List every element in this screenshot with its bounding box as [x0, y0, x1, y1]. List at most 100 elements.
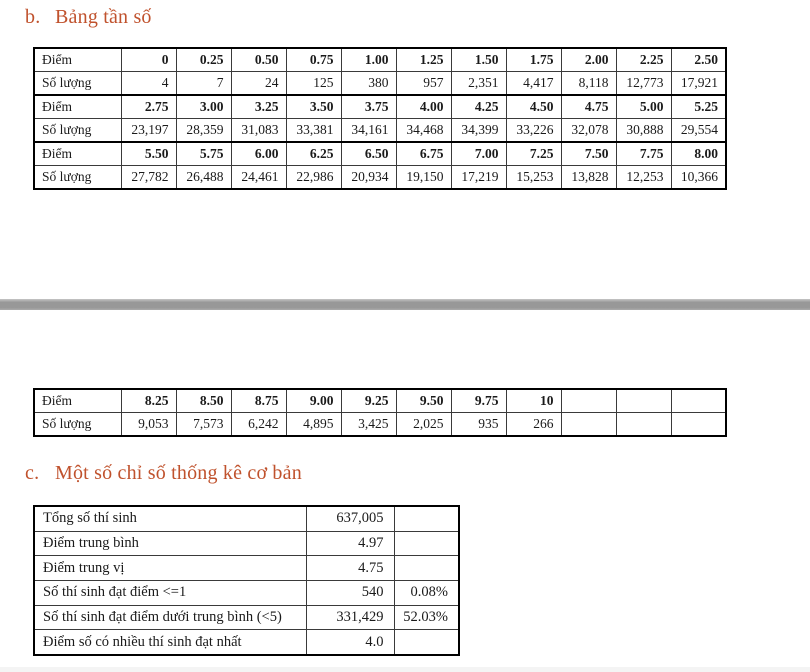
freq-cell: 2,025: [395, 412, 452, 437]
freq-cell: [670, 388, 727, 413]
freq-row-diem: Điểm 5.50 5.75 6.00 6.25 6.50 6.75 7.00 7.25 7.50…: [33, 141, 727, 166]
stats-percent: [393, 505, 460, 532]
stats-label: Số thí sinh đạt điểm <=1: [33, 580, 307, 606]
freq-cell: 9.50: [395, 388, 452, 413]
freq-cell: 4,417: [505, 71, 562, 96]
stats-row: Điểm trung bình 4.97: [33, 530, 460, 557]
freq-cell: 5.50: [120, 141, 177, 166]
freq-cell: 34,161: [340, 118, 397, 143]
freq-cell: 4.50: [505, 94, 562, 119]
freq-cell: 12,773: [615, 71, 672, 96]
freq-cell: 8.00: [670, 141, 727, 166]
stats-percent: [393, 530, 460, 557]
stats-label: Điểm số có nhiều thí sinh đạt nhất: [33, 629, 307, 656]
freq-cell: 2.00: [560, 47, 617, 72]
freq-cell: 7.25: [505, 141, 562, 166]
freq-cell: 10: [505, 388, 562, 413]
freq-cell: 935: [450, 412, 507, 437]
freq-cell: 9.75: [450, 388, 507, 413]
freq-cell: 22,986: [285, 165, 342, 190]
freq-cell: 29,554: [670, 118, 727, 143]
freq-cell: 2.75: [120, 94, 177, 119]
freq-cell: 266: [505, 412, 562, 437]
freq-row-label: Điểm: [33, 47, 122, 72]
freq-cell: 4.00: [395, 94, 452, 119]
freq-cell: 3.25: [230, 94, 287, 119]
heading-c-marker: c.: [25, 462, 40, 484]
freq-cell: 1.50: [450, 47, 507, 72]
freq-cell: 9.00: [285, 388, 342, 413]
freq-cell: 0.25: [175, 47, 232, 72]
freq-cell: 4.75: [560, 94, 617, 119]
freq-cell: 0.50: [230, 47, 287, 72]
freq-row-diem: Điểm 8.25 8.50 8.75 9.00 9.25 9.50 9.75 10: [33, 388, 727, 413]
stats-label: Điểm trung bình: [33, 530, 307, 557]
freq-cell: 34,399: [450, 118, 507, 143]
stats-label: Điểm trung vị: [33, 555, 307, 582]
freq-row-label: Số lượng: [33, 71, 122, 96]
stats-label: Tổng số thí sinh: [33, 505, 307, 532]
freq-row-soluong: Số lượng 27,782 26,488 24,461 22,986 20,934 19…: [33, 165, 727, 190]
freq-cell: [615, 388, 672, 413]
freq-row-soluong: Số lượng 23,197 28,359 31,083 33,381 34,161 34…: [33, 118, 727, 143]
freq-cell: 1.25: [395, 47, 452, 72]
stats-row: Tổng số thí sinh 637,005: [33, 505, 460, 532]
freq-cell: 6.00: [230, 141, 287, 166]
freq-row-label: Điểm: [33, 94, 122, 119]
freq-cell: 3.75: [340, 94, 397, 119]
freq-cell: 12,253: [615, 165, 672, 190]
stats-value: 637,005: [305, 505, 395, 532]
stats-label: Số thí sinh đạt điểm dưới trung bình (<5…: [33, 604, 307, 631]
freq-row-label: Điểm: [33, 388, 122, 413]
freq-cell: 6.50: [340, 141, 397, 166]
freq-cell: [560, 412, 617, 437]
freq-cell: 4,895: [285, 412, 342, 437]
stats-percent: 52.03%: [393, 604, 460, 631]
stats-percent: [393, 629, 460, 656]
freq-cell: 6.75: [395, 141, 452, 166]
freq-cell: 15,253: [505, 165, 562, 190]
bottom-edge-strip: [0, 667, 810, 672]
stats-value: 4.97: [305, 530, 395, 557]
freq-cell: 8.25: [120, 388, 177, 413]
freq-cell: 13,828: [560, 165, 617, 190]
freq-cell: [670, 412, 727, 437]
freq-cell: 3.00: [175, 94, 232, 119]
freq-cell: 20,934: [340, 165, 397, 190]
freq-cell: 28,359: [175, 118, 232, 143]
freq-cell: 7.50: [560, 141, 617, 166]
freq-cell: 7.00: [450, 141, 507, 166]
freq-cell: 380: [340, 71, 397, 96]
stats-value: 331,429: [305, 604, 395, 631]
freq-row-soluong: Số lượng 9,053 7,573 6,242 4,895 3,425 2,025 93…: [33, 412, 727, 437]
freq-cell: 7.75: [615, 141, 672, 166]
freq-cell: 34,468: [395, 118, 452, 143]
heading-b-marker: b.: [25, 6, 41, 28]
freq-cell: 33,381: [285, 118, 342, 143]
freq-cell: 33,226: [505, 118, 562, 143]
freq-cell: 2,351: [450, 71, 507, 96]
freq-cell: 0.75: [285, 47, 342, 72]
freq-cell: 6,242: [230, 412, 287, 437]
stats-value: 4.75: [305, 555, 395, 582]
stats-value: 4.0: [305, 629, 395, 656]
frequency-table-page1: Điểm 0 0.25 0.50 0.75 1.00 1.25 1.50 1.75 2.00 2.2…: [33, 47, 727, 190]
freq-row-label: Số lượng: [33, 118, 122, 143]
section-heading-c: c. Một số chỉ số thống kê cơ bản: [25, 462, 302, 485]
freq-row-diem: Điểm 0 0.25 0.50 0.75 1.00 1.25 1.50 1.75 2.00 2.2…: [33, 47, 727, 72]
freq-cell: 10,366: [670, 165, 727, 190]
freq-cell: 2.25: [615, 47, 672, 72]
stats-row: Điểm số có nhiều thí sinh đạt nhất 4.0: [33, 629, 460, 656]
freq-cell: 8,118: [560, 71, 617, 96]
freq-cell: 1.00: [340, 47, 397, 72]
stats-percent: [393, 555, 460, 582]
freq-cell: 23,197: [120, 118, 177, 143]
freq-cell: 5.00: [615, 94, 672, 119]
freq-cell: 24: [230, 71, 287, 96]
freq-row-label: Số lượng: [33, 165, 122, 190]
statistics-table: Tổng số thí sinh 637,005 Điểm trung bình 4.…: [33, 505, 460, 657]
freq-cell: 2.50: [670, 47, 727, 72]
freq-cell: 8.75: [230, 388, 287, 413]
heading-c-text: Một số chỉ số thống kê cơ bản: [55, 462, 302, 484]
